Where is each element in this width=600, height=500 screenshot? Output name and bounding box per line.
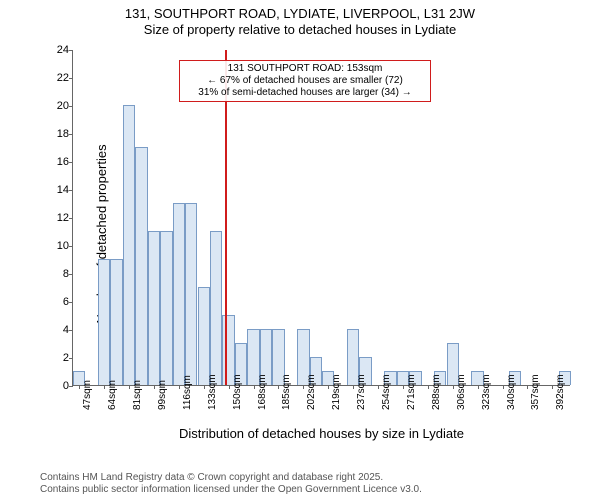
footer-line-2: Contains public sector information licen…	[40, 484, 422, 496]
x-tick-label: 133sqm	[207, 374, 218, 410]
x-tick-mark	[79, 385, 80, 389]
histogram-bar	[110, 259, 122, 385]
annotation-line: 131 SOUTHPORT ROAD: 153sqm	[184, 63, 426, 75]
y-tick-label: 20	[45, 100, 69, 112]
x-tick-mark	[229, 385, 230, 389]
x-tick-label: 64sqm	[107, 380, 118, 410]
x-tick-mark	[254, 385, 255, 389]
x-tick-mark	[179, 385, 180, 389]
x-tick-label: 288sqm	[431, 374, 442, 410]
y-tick-mark	[69, 50, 73, 51]
x-tick-label: 271sqm	[406, 374, 417, 410]
x-axis-label: Distribution of detached houses by size …	[179, 426, 464, 441]
x-tick-label: 47sqm	[82, 380, 93, 410]
x-tick-mark	[353, 385, 354, 389]
annotation-box: 131 SOUTHPORT ROAD: 153sqm← 67% of detac…	[179, 60, 431, 102]
y-tick-mark	[69, 246, 73, 247]
x-tick-mark	[154, 385, 155, 389]
y-tick-mark	[69, 358, 73, 359]
x-tick-label: 168sqm	[257, 374, 268, 410]
x-tick-label: 340sqm	[506, 374, 517, 410]
histogram-bar	[123, 105, 135, 385]
y-tick-label: 24	[45, 44, 69, 56]
y-tick-label: 4	[45, 324, 69, 336]
x-tick-mark	[104, 385, 105, 389]
x-tick-label: 357sqm	[530, 374, 541, 410]
annotation-line: ← 67% of detached houses are smaller (72…	[184, 75, 426, 87]
x-tick-label: 99sqm	[157, 380, 168, 410]
histogram-bar	[148, 231, 160, 385]
x-tick-mark	[527, 385, 528, 389]
histogram-bar	[185, 203, 197, 385]
y-tick-mark	[69, 162, 73, 163]
x-tick-label: 81sqm	[132, 380, 143, 410]
histogram-bar	[173, 203, 185, 385]
x-tick-mark	[328, 385, 329, 389]
y-tick-label: 8	[45, 268, 69, 280]
y-tick-mark	[69, 274, 73, 275]
y-tick-mark	[69, 190, 73, 191]
y-tick-mark	[69, 386, 73, 387]
x-tick-label: 185sqm	[281, 374, 292, 410]
x-tick-label: 150sqm	[232, 374, 243, 410]
x-tick-mark	[129, 385, 130, 389]
y-tick-label: 22	[45, 72, 69, 84]
y-tick-mark	[69, 106, 73, 107]
title-line-2: Size of property relative to detached ho…	[0, 22, 600, 38]
annotation-line: 31% of semi-detached houses are larger (…	[184, 87, 426, 99]
x-tick-mark	[503, 385, 504, 389]
y-tick-label: 12	[45, 212, 69, 224]
footer-line-1: Contains HM Land Registry data © Crown c…	[40, 472, 422, 484]
y-tick-mark	[69, 218, 73, 219]
x-tick-mark	[428, 385, 429, 389]
plot-area: Distribution of detached houses by size …	[72, 50, 570, 386]
title-line-1: 131, SOUTHPORT ROAD, LYDIATE, LIVERPOOL,…	[0, 6, 600, 22]
y-tick-mark	[69, 302, 73, 303]
y-tick-label: 14	[45, 184, 69, 196]
x-tick-mark	[403, 385, 404, 389]
y-tick-mark	[69, 78, 73, 79]
y-tick-mark	[69, 134, 73, 135]
x-tick-mark	[278, 385, 279, 389]
footer-attribution: Contains HM Land Registry data © Crown c…	[40, 472, 422, 496]
x-tick-label: 202sqm	[306, 374, 317, 410]
y-tick-label: 6	[45, 296, 69, 308]
x-tick-label: 116sqm	[182, 375, 193, 410]
x-tick-label: 323sqm	[481, 374, 492, 410]
histogram-bar	[210, 231, 222, 385]
x-tick-mark	[552, 385, 553, 389]
x-tick-mark	[303, 385, 304, 389]
histogram-bar	[135, 147, 147, 385]
chart-container: Number of detached properties Distributi…	[40, 44, 580, 424]
y-tick-label: 10	[45, 240, 69, 252]
histogram-bar	[160, 231, 172, 385]
x-tick-label: 219sqm	[331, 374, 342, 410]
y-tick-label: 0	[45, 380, 69, 392]
histogram-bar	[98, 259, 110, 385]
x-tick-label: 254sqm	[381, 374, 392, 410]
x-tick-mark	[478, 385, 479, 389]
y-tick-label: 16	[45, 156, 69, 168]
histogram-bar	[198, 287, 210, 385]
x-tick-mark	[453, 385, 454, 389]
x-tick-mark	[204, 385, 205, 389]
x-tick-mark	[378, 385, 379, 389]
x-tick-label: 392sqm	[555, 374, 566, 410]
y-tick-label: 2	[45, 352, 69, 364]
x-tick-label: 237sqm	[356, 374, 367, 410]
x-tick-label: 306sqm	[456, 374, 467, 410]
y-tick-mark	[69, 330, 73, 331]
y-tick-label: 18	[45, 128, 69, 140]
chart-title-block: 131, SOUTHPORT ROAD, LYDIATE, LIVERPOOL,…	[0, 0, 600, 39]
